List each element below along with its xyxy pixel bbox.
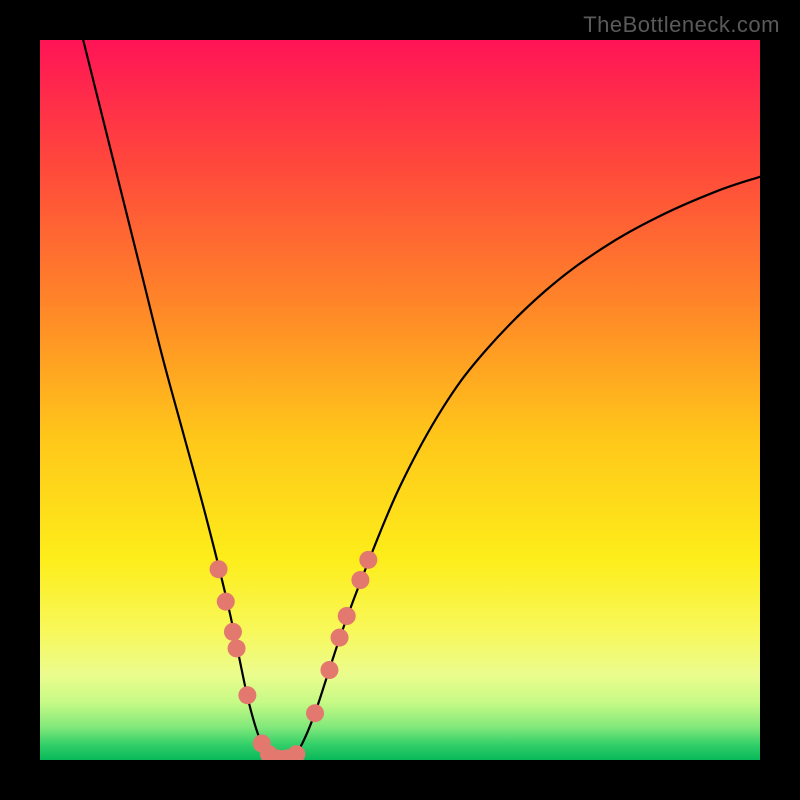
curve-marker [217, 593, 235, 611]
plot-area [40, 40, 760, 760]
chart-frame: TheBottleneck.com [0, 0, 800, 800]
bottleneck-curve-chart [40, 40, 760, 760]
curve-marker [238, 686, 256, 704]
curve-marker [320, 661, 338, 679]
curve-marker [331, 629, 349, 647]
curve-marker [306, 704, 324, 722]
curve-marker [228, 639, 246, 657]
curve-marker [351, 571, 369, 589]
curve-marker [210, 560, 228, 578]
gradient-background [40, 40, 760, 760]
curve-marker [338, 607, 356, 625]
curve-marker [224, 623, 242, 641]
watermark-text: TheBottleneck.com [583, 12, 780, 38]
curve-marker [359, 551, 377, 569]
